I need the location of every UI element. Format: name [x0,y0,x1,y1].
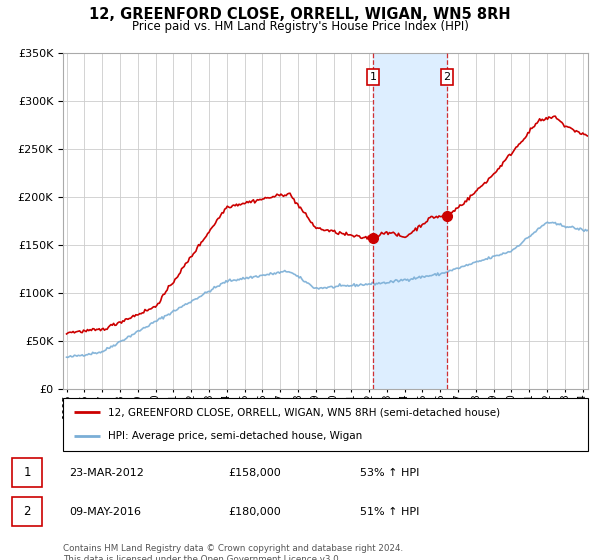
Text: 23-MAR-2012: 23-MAR-2012 [69,468,144,478]
FancyBboxPatch shape [63,398,588,451]
Text: 12, GREENFORD CLOSE, ORRELL, WIGAN, WN5 8RH (semi-detached house): 12, GREENFORD CLOSE, ORRELL, WIGAN, WN5 … [107,408,500,418]
Text: £158,000: £158,000 [228,468,281,478]
Text: 1: 1 [23,466,31,479]
Text: £180,000: £180,000 [228,507,281,517]
Text: Price paid vs. HM Land Registry's House Price Index (HPI): Price paid vs. HM Land Registry's House … [131,20,469,32]
Text: 2: 2 [23,505,31,519]
Text: Contains HM Land Registry data © Crown copyright and database right 2024.
This d: Contains HM Land Registry data © Crown c… [63,544,403,560]
Text: HPI: Average price, semi-detached house, Wigan: HPI: Average price, semi-detached house,… [107,431,362,441]
Text: 53% ↑ HPI: 53% ↑ HPI [360,468,419,478]
Text: 12, GREENFORD CLOSE, ORRELL, WIGAN, WN5 8RH: 12, GREENFORD CLOSE, ORRELL, WIGAN, WN5 … [89,7,511,22]
Text: 1: 1 [370,72,377,82]
Text: 09-MAY-2016: 09-MAY-2016 [69,507,141,517]
Text: 51% ↑ HPI: 51% ↑ HPI [360,507,419,517]
Bar [373,53,447,389]
Text: 2: 2 [443,72,451,82]
